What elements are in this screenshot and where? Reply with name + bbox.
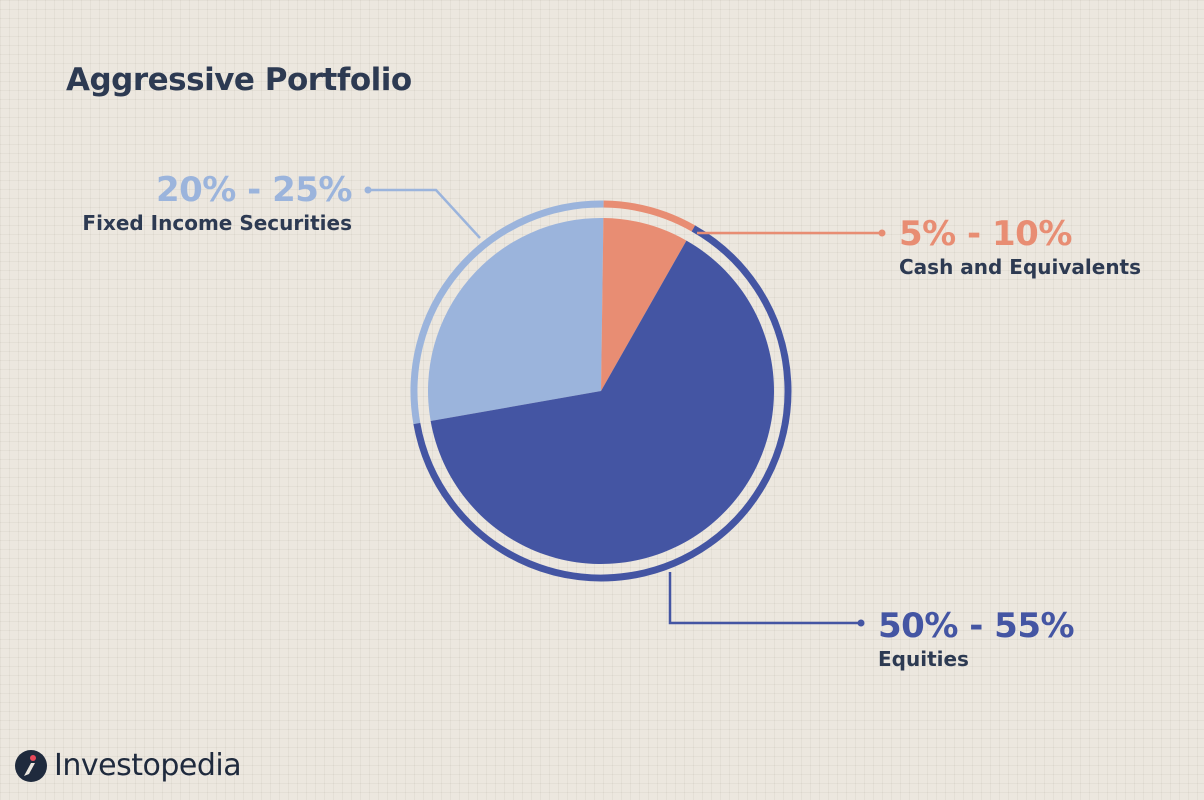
leader-fixed-income <box>368 188 481 239</box>
ring-equities <box>413 225 792 582</box>
fixed-income-range: 20% - 25% <box>155 170 353 210</box>
ring-fixed-income <box>410 200 604 425</box>
slice-equities <box>430 240 775 564</box>
chart-title: Aggressive Portfolio <box>66 62 412 98</box>
equities-range: 50% - 55% <box>878 606 1075 646</box>
fixed-income-name: Fixed Income Securities <box>82 211 352 235</box>
pie-slices <box>428 218 775 564</box>
outer-ring <box>410 200 792 582</box>
slice-fixed-income <box>428 218 604 422</box>
leader-cash-dot <box>878 229 886 237</box>
leader-equities-dot <box>857 619 865 627</box>
leader-lines <box>364 186 886 627</box>
investopedia-logo-icon <box>15 749 47 782</box>
label-equities: 50% - 55% Equities <box>878 606 1075 672</box>
logo-text: Investopedia <box>54 748 242 783</box>
ring-cash <box>603 200 696 232</box>
cash-name: Cash and Equivalents <box>899 255 1142 279</box>
equities-name: Equities <box>878 647 969 671</box>
label-fixed-income: 20% - 25% Fixed Income Securities <box>82 170 352 236</box>
label-cash: 5% - 10% Cash and Equivalents <box>899 214 1141 280</box>
investopedia-logo: Investopedia <box>14 748 242 783</box>
leader-equities <box>668 572 861 625</box>
cash-range: 5% - 10% <box>899 214 1072 254</box>
slice-cash <box>601 218 687 391</box>
leader-fixed-income-dot <box>364 186 372 194</box>
